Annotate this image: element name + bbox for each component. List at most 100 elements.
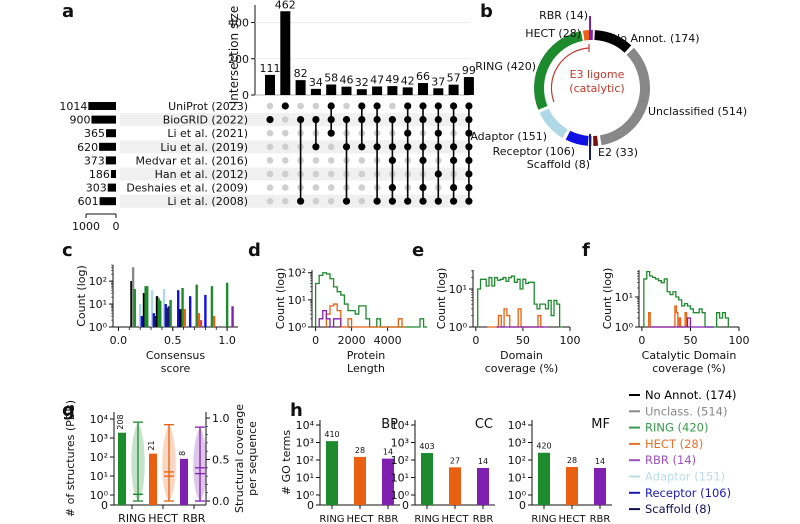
x-tick-label: RBR [183, 512, 206, 524]
matrix-dot-filled [434, 116, 442, 124]
set-size-bar [106, 129, 116, 138]
y-tick-label: 10¹ [449, 283, 467, 296]
matrix-dot-filled [388, 197, 396, 205]
intersection-value-label: 66 [416, 70, 430, 83]
intersection-bar [448, 84, 459, 95]
panel-letters: a b c d e f g h [62, 1, 590, 421]
donut-slice [582, 30, 590, 41]
intersection-bar [265, 74, 275, 95]
y-tick-label: 10⁰ [288, 321, 307, 334]
matrix-dot-filled [434, 129, 442, 137]
matrix-dot-empty [266, 129, 274, 137]
histogram-step-rbr [649, 317, 714, 328]
structure-bar [118, 432, 126, 505]
matrix-dot-filled [281, 102, 289, 110]
y-tick-label: 0 [519, 499, 526, 512]
histogram-bar [212, 316, 216, 327]
panel-c-histogram: 10⁰ 10¹ 10² 0.0 0.5 1.0 Count (log) Consensussc… [75, 264, 238, 375]
subplot-title: CC [475, 417, 493, 432]
set-name-label: Han et al. (2012) [155, 168, 248, 181]
donut-slice-label: No Annot. (174) [612, 32, 700, 45]
y-tick-label: 10² [89, 275, 107, 288]
matrix-dot-empty [343, 102, 350, 110]
matrix-dot-empty [266, 143, 274, 151]
matrix-dot-filled [297, 116, 305, 124]
matrix-dot-empty [358, 184, 366, 191]
go-term-value-label: 28 [567, 456, 577, 465]
matrix-dot-empty [312, 197, 320, 205]
intersection-value-label: 111 [260, 62, 281, 75]
intersection-bar [326, 84, 337, 95]
histogram-bar [210, 286, 214, 327]
matrix-dot-filled [404, 102, 412, 110]
histogram-bar [225, 282, 229, 327]
matrix-dot-filled [465, 102, 473, 110]
matrix-dot-filled [434, 102, 442, 110]
set-size-label: 186 [89, 168, 110, 181]
x-tick-label: 100 [729, 334, 750, 347]
histogram-bar [197, 313, 201, 327]
y-tick-label: 10⁰ [449, 321, 468, 334]
intersection-bar [295, 80, 306, 95]
set-size-label: 1014 [59, 100, 87, 113]
matrix-dot-empty [327, 197, 335, 205]
y-axis-right-label: per sequence [246, 421, 259, 496]
intersection-value-label: 32 [355, 76, 369, 89]
x-tick-label: RBR [473, 514, 494, 524]
matrix-dot-filled [450, 143, 458, 151]
matrix-dot-filled [342, 143, 351, 151]
histogram-bar [231, 306, 234, 327]
x-axis-label: coverage (%) [652, 362, 726, 375]
panel-d-histogram: 10⁰ 10¹ 10² 0 2000 4000 Count (log) ProteinLeng… [274, 267, 428, 375]
set-size-bar [91, 115, 116, 124]
intersection-bar [356, 89, 367, 95]
y-tick-label: 10¹ [288, 294, 306, 307]
x-tick-label: 1.0 [218, 334, 236, 347]
histogram-step-ring [643, 270, 729, 328]
donut-slice-label: Adaptor (151) [470, 130, 547, 143]
matrix-dot-empty [282, 129, 289, 137]
y-tick-label: 400 [228, 17, 249, 30]
matrix-dot-filled [358, 116, 366, 124]
intersection-bar [310, 88, 321, 95]
x-tick-label: 0.5 [164, 334, 182, 347]
histogram-bar [133, 289, 136, 327]
matrix-dot-filled [312, 143, 320, 151]
histogram-bar [146, 286, 149, 327]
set-size-bar [99, 197, 116, 206]
set-name-label: Deshaies et al. (2009) [126, 182, 248, 195]
set-name-label: Liu et al. (2019) [160, 141, 248, 154]
panel-letter-f: f [582, 240, 590, 261]
panel-letter-d: d [248, 240, 261, 261]
go-term-value-label: 410 [324, 430, 339, 439]
donut-slice [599, 47, 650, 146]
histogram-bar [164, 304, 167, 327]
donut-slice-label: HECT (28) [525, 27, 581, 40]
catalytic-bracket [550, 47, 590, 103]
histogram-step-hect [325, 303, 406, 328]
matrix-dot-empty [327, 184, 335, 191]
intersection-value-label: 37 [431, 75, 445, 88]
y-tick-label: 10⁴ [391, 419, 410, 432]
intersection-bar [463, 77, 474, 95]
go-term-bar [449, 467, 461, 505]
panel-f-histogram: 10⁰ 10¹ 0 50 100 Count (log) Catalytic Domainc… [601, 268, 750, 375]
matrix-dot-empty [282, 157, 289, 164]
go-term-bar [421, 453, 433, 505]
go-term-bar [566, 466, 578, 505]
matrix-dot-filled [297, 197, 305, 205]
matrix-dot-filled [450, 102, 458, 110]
x-tick-label: 50 [516, 334, 530, 347]
histogram-bar [195, 284, 198, 327]
matrix-dot-empty [282, 116, 289, 123]
matrix-dot-filled [404, 143, 412, 151]
x-tick-label: 0 [312, 334, 319, 347]
matrix-dot-empty [358, 157, 366, 164]
legend-label: RBR (14) [645, 453, 696, 467]
matrix-dot-filled [434, 170, 442, 178]
matrix-dot-filled [373, 143, 381, 151]
x-tick-label: 0 [638, 334, 645, 347]
y-tick-label: 10¹ [89, 298, 107, 311]
y-tick-label: 0 [101, 499, 108, 512]
